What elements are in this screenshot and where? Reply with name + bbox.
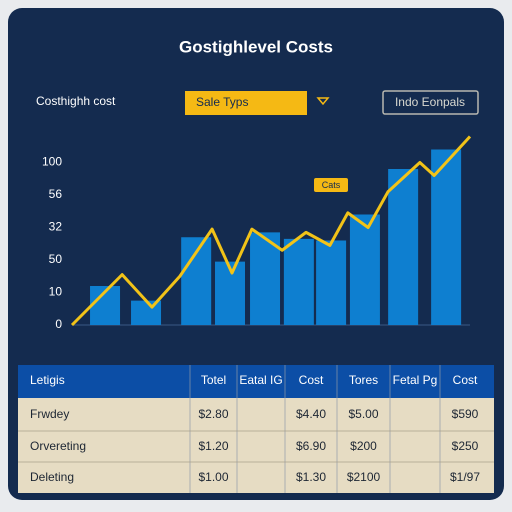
bar bbox=[250, 232, 281, 325]
table-cell: Orvereting bbox=[30, 439, 86, 453]
table-cell: $1/97 bbox=[450, 470, 480, 484]
dropdown-arrow[interactable] bbox=[316, 97, 330, 106]
bar bbox=[316, 240, 347, 325]
bar bbox=[431, 149, 462, 325]
bar bbox=[349, 214, 380, 325]
table-cell: $5.00 bbox=[348, 407, 378, 421]
table-cell: $590 bbox=[452, 407, 479, 421]
line bbox=[70, 135, 472, 327]
bar bbox=[388, 169, 419, 325]
y-tick-label: 32 bbox=[49, 220, 63, 234]
table-cell: $1.30 bbox=[296, 470, 326, 484]
y-tick-label: 56 bbox=[49, 187, 63, 201]
button-text[interactable]: Indo Eonpals bbox=[395, 95, 465, 109]
annotation: Cats bbox=[322, 180, 341, 190]
y-tick-label: 50 bbox=[49, 252, 63, 266]
table-header: Eatal IG bbox=[239, 373, 282, 387]
dropdown[interactable] bbox=[185, 91, 307, 115]
table-cell: Frwdey bbox=[30, 407, 69, 421]
table-cell: $2100 bbox=[347, 470, 381, 484]
table-cell: $250 bbox=[452, 439, 479, 453]
button[interactable] bbox=[382, 90, 479, 115]
table-header: Fetal Pg bbox=[393, 373, 438, 387]
table-cell: Deleting bbox=[30, 470, 74, 484]
y-tick-label: 0 bbox=[55, 317, 62, 331]
y-tick-label: 10 bbox=[49, 285, 63, 299]
table-header: Cost bbox=[299, 373, 324, 387]
table-cell: $200 bbox=[350, 439, 377, 453]
table-cell: $6.90 bbox=[296, 439, 326, 453]
table-cell: $1.00 bbox=[198, 470, 228, 484]
annotation-box bbox=[314, 178, 348, 192]
table-header-bg bbox=[18, 365, 494, 398]
bar bbox=[283, 238, 314, 325]
table-header: Totel bbox=[201, 373, 226, 387]
table-header: Cost bbox=[453, 373, 478, 387]
table-header: Letigis bbox=[30, 373, 65, 387]
table-header: Tores bbox=[349, 373, 378, 387]
filter-label: Costhighh cost bbox=[36, 94, 116, 108]
title: Gostighlevel Costs bbox=[179, 37, 333, 56]
table-cell: $4.40 bbox=[296, 407, 326, 421]
y-tick-label: 100 bbox=[42, 155, 62, 169]
table-cell: $2.80 bbox=[198, 407, 228, 421]
dropdown-text[interactable]: Sale Typs bbox=[196, 95, 248, 109]
table-cell: $1.20 bbox=[198, 439, 228, 453]
